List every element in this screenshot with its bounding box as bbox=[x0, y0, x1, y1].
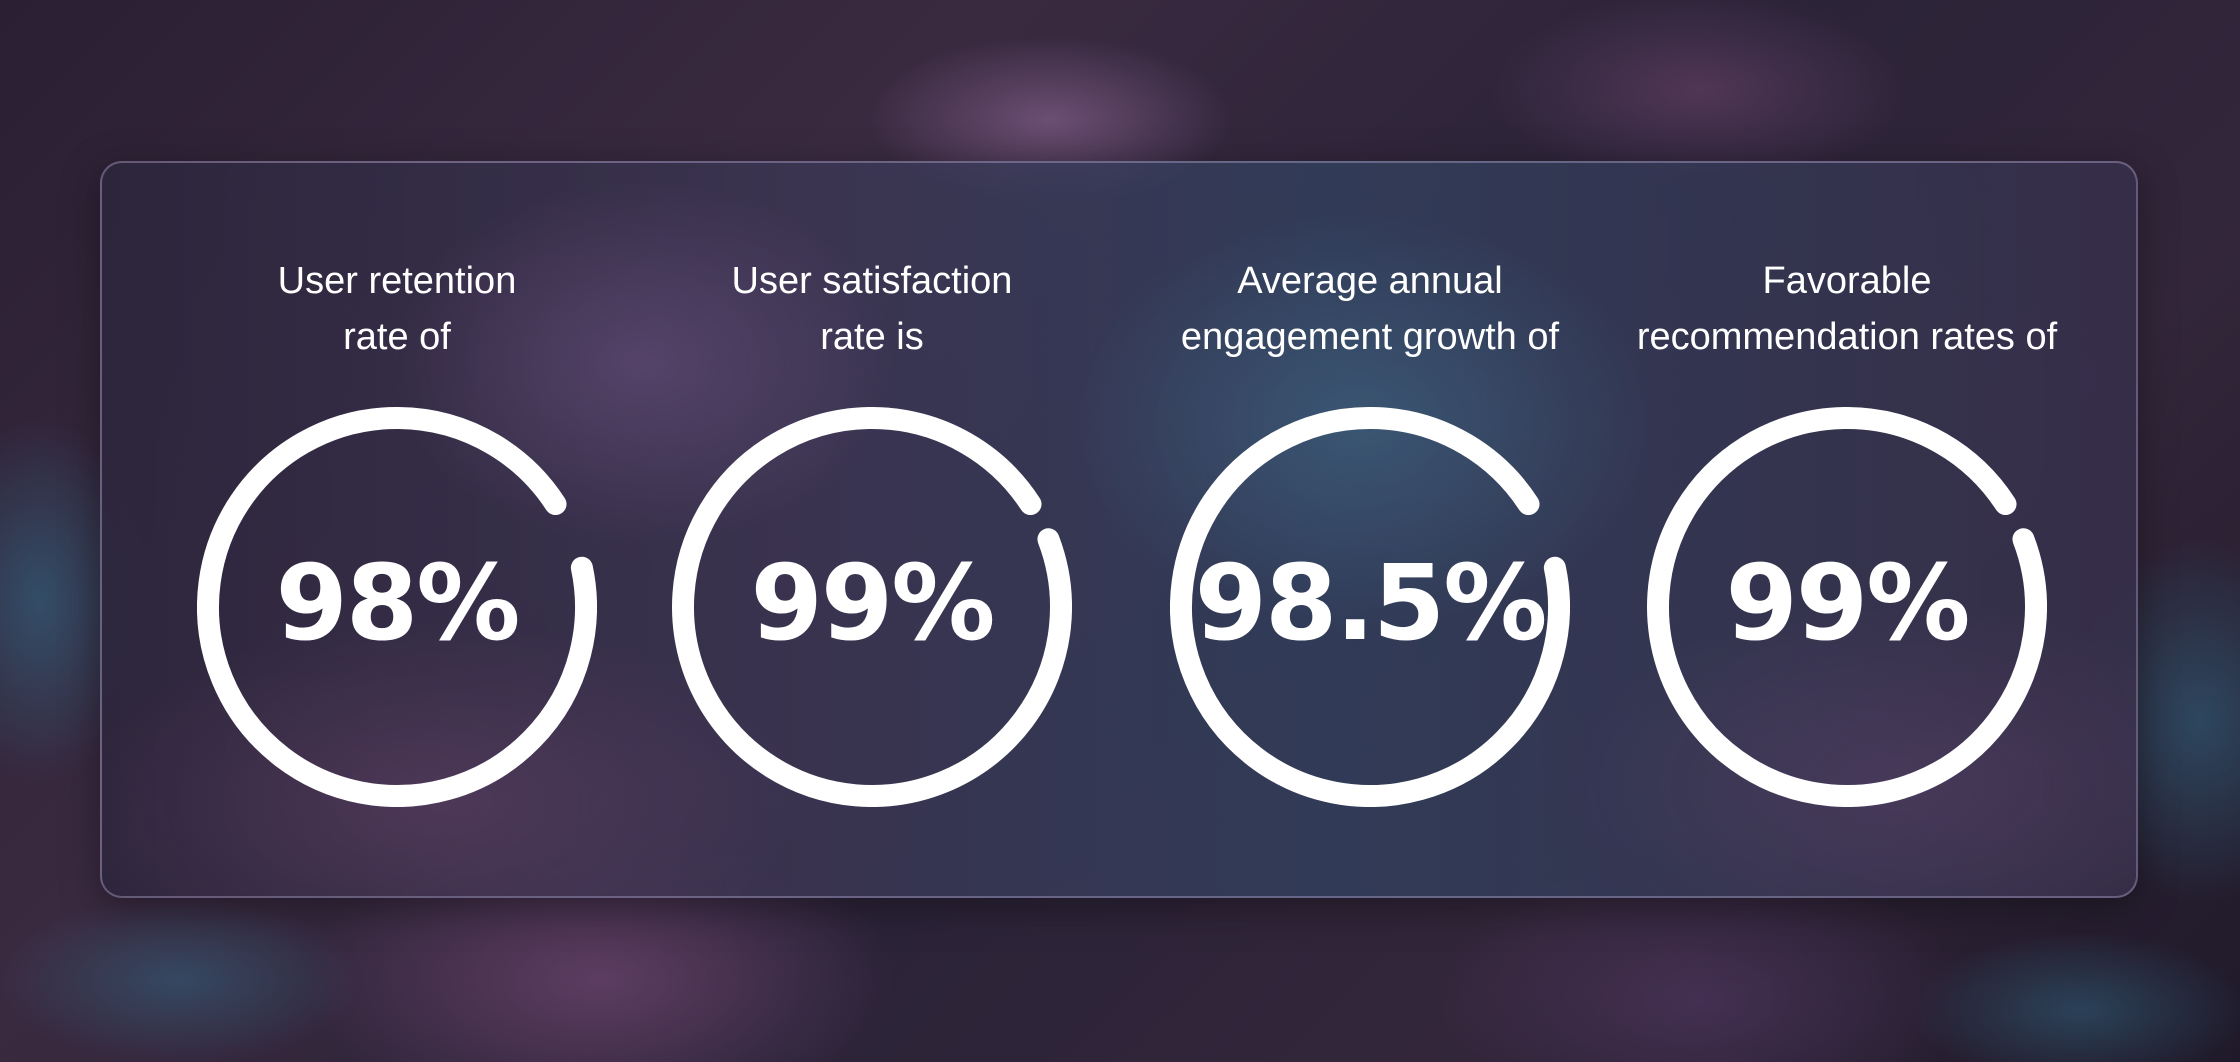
progress-ring bbox=[197, 407, 597, 807]
stat-label: User satisfaction rate is bbox=[731, 260, 1013, 358]
stat-value: 98% bbox=[275, 542, 521, 664]
stat-label: Favorable recommendation rates of bbox=[1636, 260, 2058, 358]
progress-arc bbox=[197, 407, 597, 807]
stat-label: Average annual engagement growth of bbox=[1180, 260, 1560, 358]
progress-arc bbox=[1647, 407, 2047, 807]
stats-panel: User retention rate of 98% User satisfac… bbox=[100, 161, 2138, 898]
stat-card-satisfaction: User satisfaction rate is 99% bbox=[632, 163, 1112, 900]
stat-card-retention: User retention rate of 98% bbox=[157, 163, 637, 900]
stat-card-recommendation: Favorable recommendation rates of 99% bbox=[1607, 163, 2087, 900]
stat-value: 99% bbox=[750, 542, 996, 664]
progress-ring bbox=[1170, 407, 1570, 807]
progress-ring bbox=[672, 407, 1072, 807]
stat-label: User retention rate of bbox=[277, 260, 517, 358]
stat-value: 99% bbox=[1725, 542, 1971, 664]
progress-arc bbox=[1170, 407, 1570, 807]
stat-card-engagement-growth: Average annual engagement growth of 98.5… bbox=[1130, 163, 1610, 900]
stat-value: 98.5% bbox=[1194, 542, 1548, 664]
progress-ring bbox=[1647, 407, 2047, 807]
progress-arc bbox=[672, 407, 1072, 807]
